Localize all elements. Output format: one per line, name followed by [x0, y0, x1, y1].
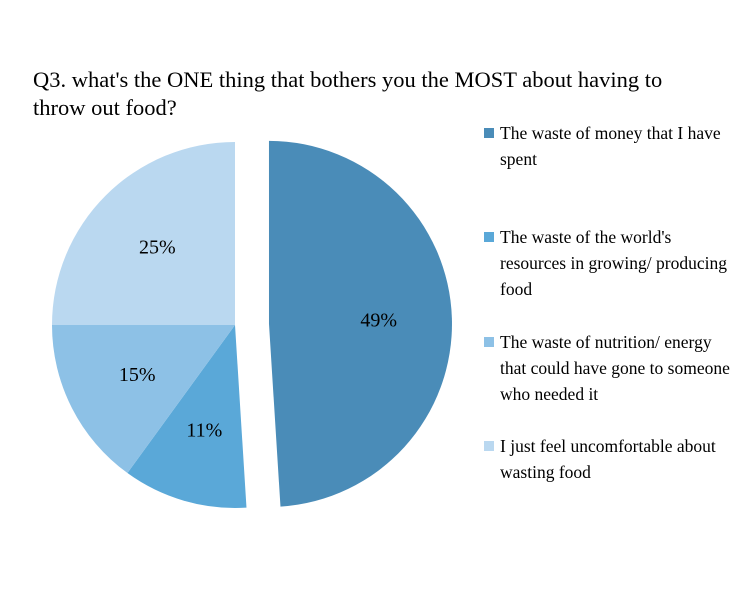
legend-label-4: I just feel uncomfortable about wasting …	[500, 436, 716, 482]
slice-data-label-3: 15%	[119, 364, 156, 386]
pie-slice-2	[127, 325, 247, 508]
legend-swatch-3	[484, 337, 494, 347]
legend-item-4: I just feel uncomfortable about wasting …	[484, 433, 734, 485]
legend-swatch-2	[484, 232, 494, 242]
slice-data-label-1: 49%	[360, 309, 397, 331]
pie-slice-3	[52, 325, 235, 474]
legend-label-2: The waste of the world's resources in gr…	[500, 227, 727, 299]
legend-swatch-4	[484, 441, 494, 451]
legend-label-1: The waste of money that I have spent	[500, 123, 721, 169]
chart-title: Q3. what's the ONE thing that bothers yo…	[33, 67, 663, 120]
legend-item-2: The waste of the world's resources in gr…	[484, 224, 734, 302]
slice-data-label-4: 25%	[139, 236, 176, 258]
pie-slice-4	[52, 142, 235, 325]
slice-data-label-2: 11%	[186, 419, 222, 441]
legend-item-3: The waste of nutrition/ energy that coul…	[484, 329, 734, 407]
legend-swatch-1	[484, 128, 494, 138]
pie-slice-1	[268, 140, 452, 507]
legend-item-1: The waste of money that I have spent	[484, 120, 734, 172]
legend-label-3: The waste of nutrition/ energy that coul…	[500, 332, 730, 404]
